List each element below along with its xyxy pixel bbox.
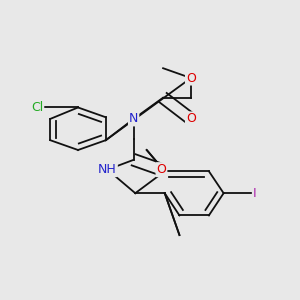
Text: NH: NH bbox=[98, 163, 117, 176]
Text: O: O bbox=[186, 71, 196, 85]
Text: I: I bbox=[253, 187, 256, 200]
Text: N: N bbox=[129, 112, 138, 125]
Text: Cl: Cl bbox=[31, 101, 43, 114]
Text: O: O bbox=[157, 163, 166, 176]
Text: O: O bbox=[186, 112, 196, 125]
